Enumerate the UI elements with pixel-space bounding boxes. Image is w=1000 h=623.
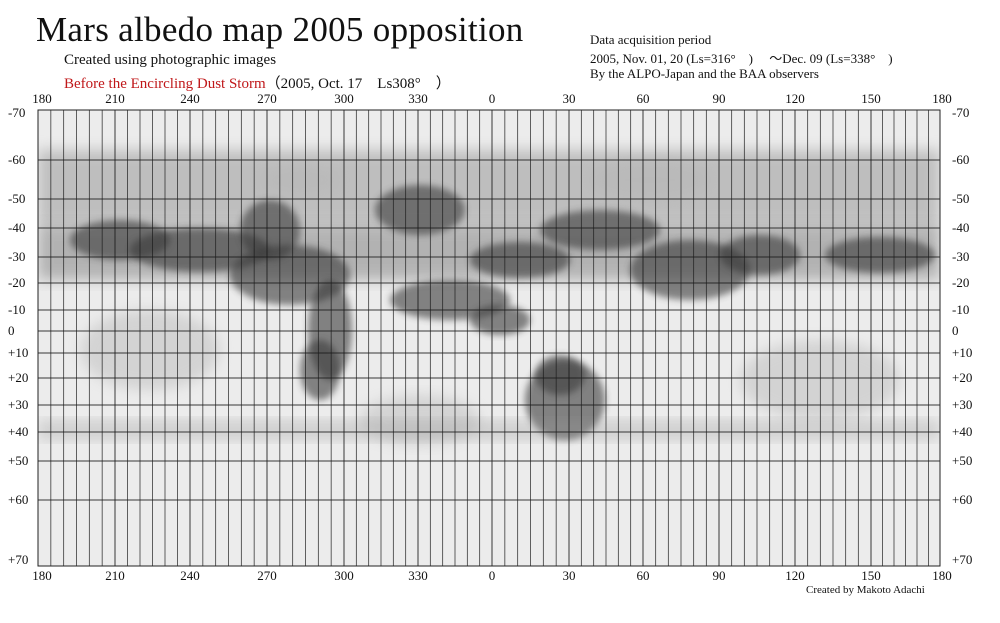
lat-label-left-3: -40	[8, 220, 26, 235]
lon-label-top-11: 150	[861, 91, 881, 106]
lat-label-right-5: -20	[952, 275, 970, 290]
lat-label-right-3: -40	[952, 220, 970, 235]
lat-label-right-1: -60	[952, 152, 970, 167]
lat-label-right-10: +30	[952, 397, 973, 412]
lon-label-top-5: 330	[408, 91, 428, 106]
lat-label-right-6: -10	[952, 302, 970, 317]
lon-label-bottom-2: 240	[180, 568, 200, 583]
lat-label-left-4: -30	[8, 249, 26, 264]
northern-band-shade	[38, 420, 940, 440]
subtitle-method: Created using photographic images	[64, 52, 277, 68]
lon-label-top-8: 60	[636, 91, 650, 106]
lat-label-left-10: +30	[8, 397, 29, 412]
lon-label-bottom-7: 30	[562, 568, 576, 583]
lat-label-left-5: -20	[8, 275, 26, 290]
lon-label-bottom-3: 270	[257, 568, 277, 583]
dark-region-shade	[70, 220, 170, 260]
lon-label-top-0: 180	[32, 91, 52, 106]
lat-label-right-11: +40	[952, 424, 973, 439]
lon-label-top-4: 300	[334, 91, 354, 106]
lat-label-left-6: -10	[8, 302, 26, 317]
lat-label-left-7: 0	[8, 323, 15, 338]
lat-label-right-9: +20	[952, 370, 973, 385]
lat-label-left-0: -70	[8, 105, 26, 120]
lat-label-left-13: +60	[8, 492, 29, 507]
dark-region-shade	[825, 237, 935, 273]
lon-label-bottom-5: 330	[408, 568, 428, 583]
lat-label-right-0: -70	[952, 105, 970, 120]
light-region-shade	[590, 160, 710, 200]
lat-label-left-9: +20	[8, 370, 29, 385]
lat-label-left-1: -60	[8, 152, 26, 167]
subtitle-date: （2005, Oct. 17 Ls308° ）	[265, 76, 451, 92]
lat-label-right-12: +50	[952, 453, 973, 468]
lat-label-right-7: 0	[952, 323, 959, 338]
dark-region-shade	[535, 355, 585, 395]
lon-label-bottom-4: 300	[334, 568, 354, 583]
lat-label-left-11: +40	[8, 424, 29, 439]
lat-label-right-13: +60	[952, 492, 973, 507]
lon-label-bottom-10: 120	[785, 568, 805, 583]
lon-label-top-3: 270	[257, 91, 277, 106]
lat-label-left-2: -50	[8, 191, 26, 206]
albedo-shading	[38, 150, 940, 445]
lat-label-right-4: -30	[952, 249, 970, 264]
lat-label-left-14: +70	[8, 552, 29, 567]
map-title: Mars albedo map 2005 opposition	[36, 10, 524, 49]
subtitle-dust-storm: Before the Encircling Dust Storm	[64, 76, 266, 92]
dark-region-shade	[470, 242, 570, 278]
lon-label-bottom-1: 210	[105, 568, 125, 583]
lat-label-right-14: +70	[952, 552, 973, 567]
dark-region-shade	[720, 235, 800, 275]
lon-label-top-9: 90	[712, 91, 726, 106]
lon-label-top-6: 0	[488, 91, 496, 106]
lon-label-top-7: 30	[562, 91, 576, 106]
lon-label-top-10: 120	[785, 91, 805, 106]
dark-region-shade	[240, 200, 300, 260]
lon-label-bottom-9: 90	[712, 568, 726, 583]
acquisition-observers: By the ALPO-Japan and the BAA observers	[590, 66, 819, 81]
credit: Created by Makoto Adachi	[806, 584, 925, 596]
lon-label-top-2: 240	[180, 91, 200, 106]
dark-region-shade	[540, 210, 660, 250]
map-border	[37, 109, 941, 567]
subtitle-period: Before the Encircling Dust Storm（2005, O…	[64, 72, 451, 93]
lon-label-bottom-8: 60	[636, 568, 650, 583]
lon-label-bottom-11: 150	[861, 568, 881, 583]
lon-label-top-1: 210	[105, 91, 125, 106]
dark-region-shade	[300, 340, 340, 400]
lon-label-bottom-0: 180	[32, 568, 52, 583]
lon-label-bottom-6: 0	[488, 568, 496, 583]
acquisition-heading: Data acquisition period	[590, 32, 712, 47]
acquisition-dates: 2005, Nov. 01, 20 (Ls=316° ) ～Dec. 09 (L…	[590, 51, 893, 66]
lat-label-right-8: +10	[952, 345, 973, 360]
southern-band-shade	[38, 150, 940, 225]
lon-label-bottom-12: 180	[932, 568, 952, 583]
lat-label-right-2: -50	[952, 191, 970, 206]
lat-label-left-8: +10	[8, 345, 29, 360]
lon-label-top-12: 180	[932, 91, 952, 106]
dark-region-shade	[470, 305, 530, 335]
light-region-shade	[260, 165, 340, 195]
map-grid	[37, 109, 940, 567]
lat-label-left-12: +50	[8, 453, 29, 468]
